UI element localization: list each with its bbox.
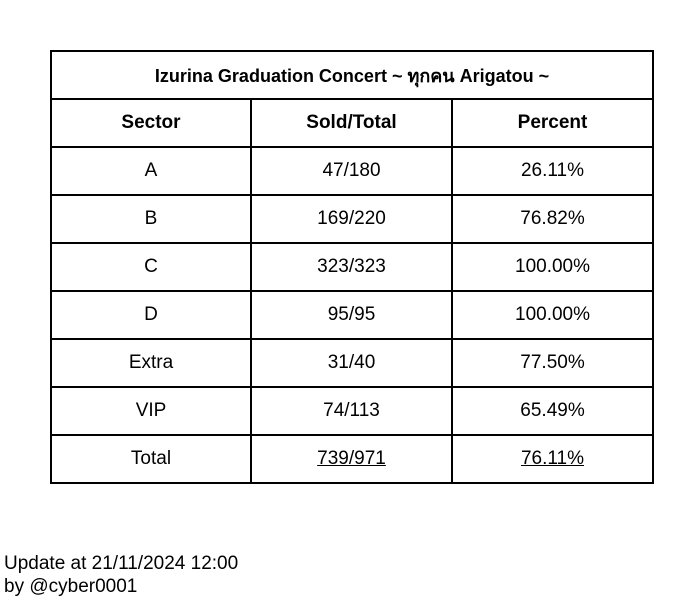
sold-total-cell: 47/180 xyxy=(250,146,453,196)
table-row: D 95/95 100.00% xyxy=(50,290,655,340)
sold-total-cell: 31/40 xyxy=(250,338,453,388)
sold-total-cell: 323/323 xyxy=(250,242,453,292)
header-row: Sector Sold/Total Percent xyxy=(50,98,655,148)
sector-cell: VIP xyxy=(50,386,252,436)
total-row: Total 739/971 76.11% xyxy=(50,434,655,484)
percent-cell: 65.49% xyxy=(450,386,655,436)
sector-cell: B xyxy=(50,194,252,244)
percent-cell: 76.82% xyxy=(450,194,655,244)
header-sector: Sector xyxy=(50,98,252,148)
table-row: VIP 74/113 65.49% xyxy=(50,386,655,436)
author-credit: by @cyber0001 xyxy=(4,576,138,597)
sector-cell: Extra xyxy=(50,338,252,388)
title-row: Izurina Graduation Concert ~ ทุกคน Ariga… xyxy=(49,50,655,100)
table-row: Extra 31/40 77.50% xyxy=(50,338,655,388)
footer-note: Update at 21/11/2024 12:00 by @cyber0001 xyxy=(4,552,238,598)
total-label-cell: Total xyxy=(50,434,252,484)
percent-cell: 26.11% xyxy=(450,146,655,196)
total-percent-cell: 76.11% xyxy=(450,434,655,484)
percent-cell: 100.00% xyxy=(450,242,655,292)
sales-table: Izurina Graduation Concert ~ ทุกคน Ariga… xyxy=(49,50,655,484)
header-sold-total: Sold/Total xyxy=(250,98,453,148)
sold-total-cell: 74/113 xyxy=(250,386,453,436)
header-percent: Percent xyxy=(450,98,655,148)
sector-cell: A xyxy=(50,146,252,196)
sector-cell: C xyxy=(50,242,252,292)
table-row: B 169/220 76.82% xyxy=(50,194,655,244)
table-title: Izurina Graduation Concert ~ ทุกคน Ariga… xyxy=(49,50,655,100)
sold-total-cell: 95/95 xyxy=(250,290,453,340)
table-row: A 47/180 26.11% xyxy=(50,146,655,196)
sector-cell: D xyxy=(50,290,252,340)
total-percent-value: 76.11% xyxy=(520,448,585,469)
percent-cell: 100.00% xyxy=(450,290,655,340)
update-timestamp: Update at 21/11/2024 12:00 xyxy=(4,553,239,574)
sold-total-cell: 169/220 xyxy=(250,194,453,244)
table-row: C 323/323 100.00% xyxy=(50,242,655,292)
total-sold-total-cell: 739/971 xyxy=(250,434,453,484)
percent-cell: 77.50% xyxy=(450,338,655,388)
total-sold-total-value: 739/971 xyxy=(317,448,386,469)
